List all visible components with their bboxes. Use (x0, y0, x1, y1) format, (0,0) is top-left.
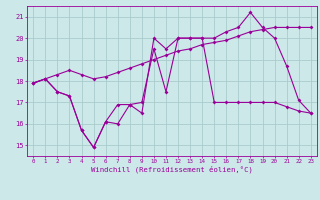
X-axis label: Windchill (Refroidissement éolien,°C): Windchill (Refroidissement éolien,°C) (91, 166, 253, 173)
